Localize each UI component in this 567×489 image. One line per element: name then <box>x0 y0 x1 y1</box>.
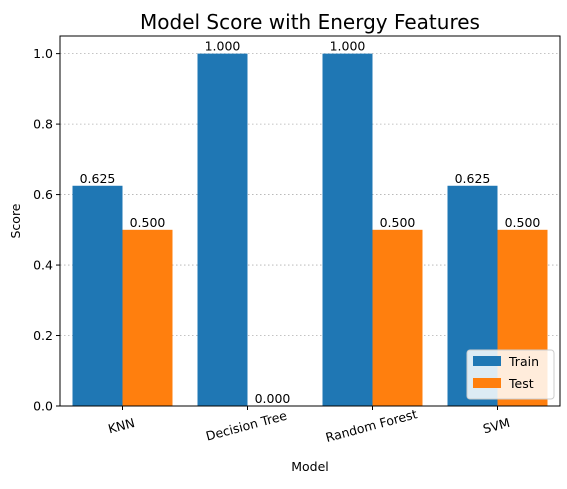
data-label: 1.000 <box>205 39 241 54</box>
y-tick-label: 0.4 <box>33 258 53 273</box>
data-labels-layer: 0.625 1.000 1.000 0.625 0.500 0.000 0.500 0.500 <box>80 39 541 406</box>
y-tick-label: 0.6 <box>33 187 53 202</box>
y-axis-title: Score <box>8 203 23 238</box>
bar-test-2 <box>372 229 423 406</box>
y-tick-label: 1.0 <box>33 46 53 61</box>
bar-test-0 <box>122 229 173 406</box>
chart-title: Model Score with Energy Features <box>140 10 480 34</box>
y-axis: 0.0 0.2 0.4 0.6 0.8 1.0 <box>33 46 60 414</box>
legend-swatch-test <box>473 378 501 388</box>
data-label: 0.500 <box>505 215 541 230</box>
bar-train-0 <box>72 185 123 406</box>
bars-layer <box>72 53 548 406</box>
legend-label-train: Train <box>508 354 539 369</box>
data-label: 0.500 <box>130 215 166 230</box>
bar-train-1 <box>197 53 248 406</box>
legend-swatch-train <box>473 356 501 366</box>
y-tick-label: 0.2 <box>33 328 53 343</box>
plot-frame <box>59 35 561 407</box>
x-tick-label: KNN <box>106 415 136 436</box>
bar-train-2 <box>322 53 373 406</box>
data-label: 0.500 <box>380 215 416 230</box>
data-label: 0.625 <box>80 171 116 186</box>
data-label: 0.625 <box>455 171 491 186</box>
legend-label-test: Test <box>508 376 534 391</box>
x-axis-title: Model <box>291 459 329 474</box>
data-label: 1.000 <box>330 39 366 54</box>
x-tick-label: SVM <box>481 415 511 437</box>
legend: Train Test <box>466 349 555 400</box>
y-tick-label: 0.8 <box>33 117 53 132</box>
data-label: 0.000 <box>255 391 291 406</box>
y-tick-label: 0.0 <box>33 399 53 414</box>
